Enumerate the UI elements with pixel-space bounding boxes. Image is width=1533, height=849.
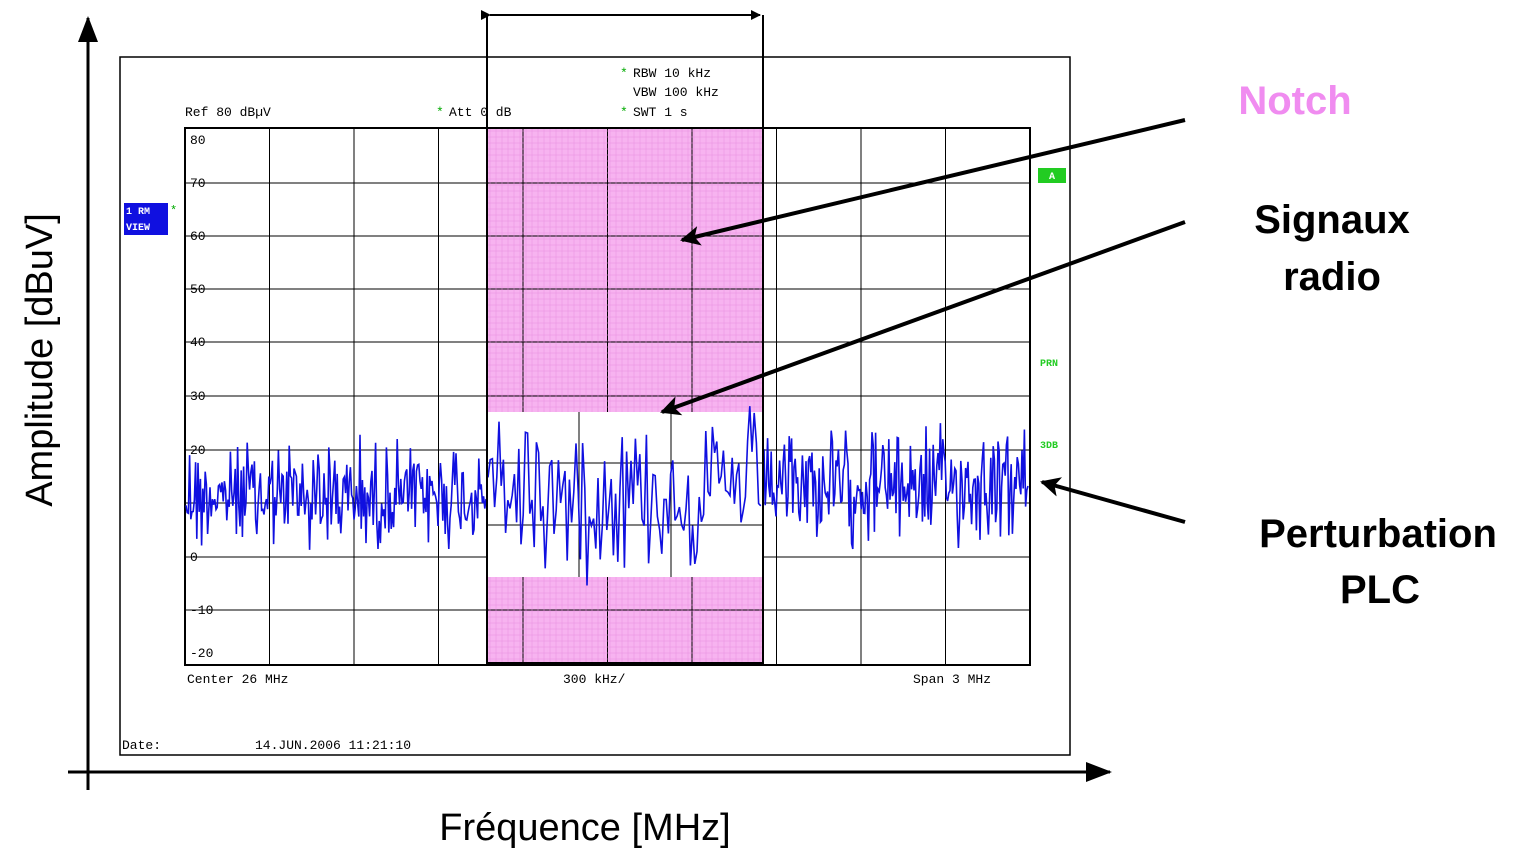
y-axis-label: Amplitude [dBuV]: [19, 213, 61, 507]
vbw: VBW 100 kHz: [633, 85, 719, 100]
y-tick-label: 0: [190, 550, 198, 565]
3db: 3DB: [1040, 441, 1058, 452]
star: *: [620, 66, 628, 81]
plc-label: Perturbation: [1259, 512, 1497, 556]
sweep-time: SWT 1 s: [633, 105, 688, 120]
y-tick-label: 40: [190, 335, 206, 350]
x-axis-label: Fréquence [MHz]: [439, 807, 730, 849]
rbw: RBW 10 kHz: [633, 66, 711, 81]
plc-label: PLC: [1340, 568, 1420, 612]
date: 14.JUN.2006 11:21:10: [255, 738, 411, 753]
y-tick-label: 50: [190, 282, 206, 297]
star: *: [436, 105, 444, 120]
ref-level: Ref 80 dBµV: [185, 105, 271, 120]
y-tick-label: 20: [190, 443, 206, 458]
marker-a: A: [1049, 172, 1055, 183]
y-tick-label: 60: [190, 229, 206, 244]
trace-view: VIEW: [126, 223, 150, 234]
center-freq: Center 26 MHz: [187, 672, 288, 687]
per-division: 300 kHz/: [563, 672, 626, 687]
radio-label: radio: [1283, 255, 1381, 299]
attenuation: Att 0 dB: [449, 105, 512, 120]
y-tick-label: 70: [190, 176, 206, 191]
radio-label: Signaux: [1254, 198, 1410, 242]
y-tick-label: -10: [190, 603, 213, 618]
y-tick-label: 30: [190, 389, 206, 404]
prn: PRN: [1040, 359, 1058, 370]
figure: Ref 80 dBµV * Att 0 dB * RBW 10 kHz VBW …: [0, 0, 1533, 849]
y-tick-label: 80: [190, 133, 206, 148]
date-label: Date:: [122, 738, 161, 753]
notch-label: Notch: [1238, 79, 1351, 123]
star: *: [170, 204, 177, 218]
star: *: [620, 105, 628, 120]
span: Span 3 MHz: [913, 672, 991, 687]
trace-mode: 1 RM: [126, 207, 150, 218]
y-tick-label: -20: [190, 646, 213, 661]
